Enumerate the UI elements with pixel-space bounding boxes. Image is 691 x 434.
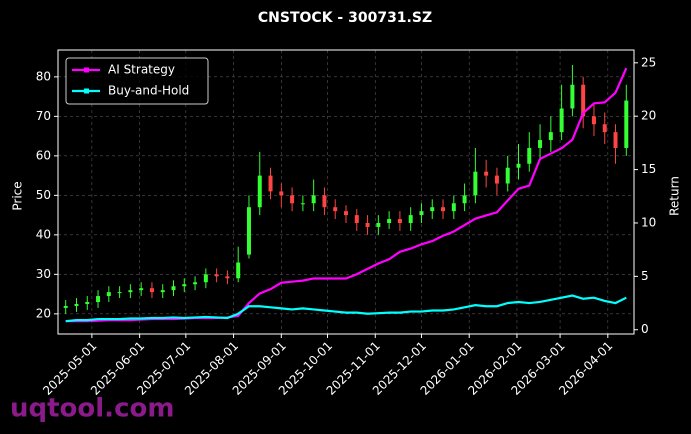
- candle-body: [139, 288, 144, 291]
- candle-body: [236, 262, 241, 279]
- candle-body: [365, 223, 370, 227]
- candle-body: [214, 274, 219, 277]
- candle-body: [344, 211, 348, 216]
- candle-body: [279, 191, 284, 196]
- legend-label: Buy-and-Hold: [108, 84, 189, 98]
- candle-body: [430, 207, 435, 212]
- series-line: [65, 294, 627, 323]
- candle-body: [397, 219, 402, 224]
- candle-body: [484, 171, 489, 176]
- candle-body: [408, 215, 413, 224]
- candle-body: [149, 288, 154, 293]
- y-tick-label: 70: [36, 109, 51, 123]
- legend-box: [65, 57, 209, 105]
- plot-frame: [57, 49, 635, 335]
- y2-tick-label: 0: [641, 322, 649, 336]
- candle-body: [290, 195, 295, 204]
- candle-body: [548, 132, 553, 141]
- candle-body: [516, 163, 521, 168]
- candle-body: [602, 124, 607, 133]
- candle-body: [376, 223, 381, 227]
- y2-axis-label: Return: [668, 176, 682, 216]
- candle-body: [538, 140, 543, 148]
- candle-body: [559, 108, 564, 133]
- candle-body: [96, 296, 101, 303]
- candle-body: [63, 305, 68, 308]
- candle-body: [419, 211, 424, 216]
- candle-body: [268, 175, 273, 192]
- y-axis-label: Price: [11, 181, 25, 210]
- candle-body: [182, 284, 187, 287]
- candle-body: [128, 290, 133, 293]
- candle-body: [85, 302, 90, 304]
- candle-body: [451, 203, 456, 212]
- candle-body: [160, 290, 165, 293]
- candle-body: [591, 116, 596, 125]
- y-tick-label: 20: [36, 306, 51, 320]
- candle-body: [74, 303, 79, 306]
- legend-marker: [84, 88, 89, 94]
- candle-body: [527, 147, 532, 164]
- y2-tick-label: 25: [641, 55, 656, 69]
- candle-body: [462, 195, 467, 204]
- candle-body: [171, 286, 176, 291]
- y2-tick-label: 10: [641, 215, 656, 229]
- candle-body: [387, 219, 392, 224]
- candle-body: [624, 100, 629, 148]
- candle-body: [246, 207, 251, 255]
- candle-body: [300, 203, 305, 205]
- candle-body: [203, 274, 208, 283]
- y-tick-label: 30: [36, 267, 51, 281]
- legend-marker: [84, 67, 89, 73]
- candle-body: [311, 195, 316, 204]
- candle-body: [322, 195, 327, 208]
- y2-tick-label: 5: [641, 269, 649, 283]
- candle-body: [473, 171, 478, 196]
- y-tick-label: 40: [36, 227, 51, 241]
- candle-body: [257, 175, 262, 208]
- candle-body: [193, 282, 198, 285]
- candle-body: [225, 276, 230, 279]
- chart-title: CNSTOCK - 300731.SZ: [258, 10, 432, 26]
- candle-body: [441, 207, 446, 212]
- legend-label: AI Strategy: [108, 63, 175, 77]
- candle-body: [581, 84, 586, 117]
- y-tick-label: 60: [36, 148, 51, 162]
- candle-body: [354, 215, 359, 224]
- candle-body: [106, 292, 111, 297]
- y-tick-label: 50: [36, 188, 51, 202]
- candle-body: [333, 207, 338, 212]
- candle-body: [505, 167, 510, 184]
- y-tick-label: 80: [36, 69, 51, 83]
- candle-body: [613, 132, 618, 148]
- y2-tick-label: 20: [641, 109, 656, 123]
- candle-body: [117, 292, 122, 294]
- candle-body: [570, 84, 575, 109]
- candle-body: [494, 175, 499, 184]
- y2-tick-label: 15: [641, 162, 656, 176]
- watermark: uqtool.com: [10, 394, 174, 424]
